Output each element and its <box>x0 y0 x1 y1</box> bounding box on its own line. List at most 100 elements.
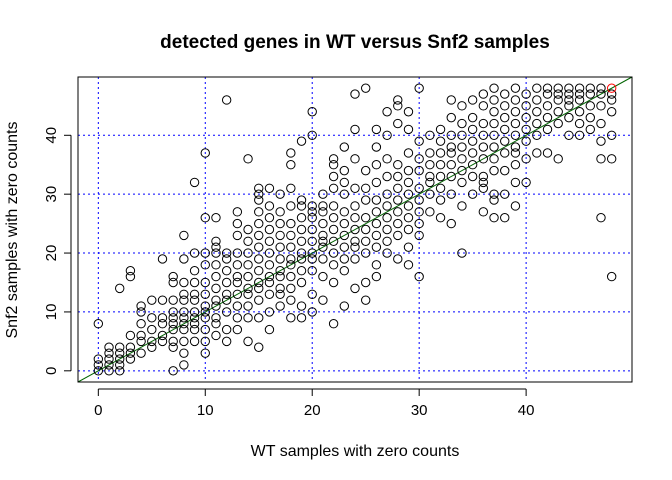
data-point <box>254 254 264 264</box>
data-point <box>243 260 253 270</box>
data-point <box>489 130 499 140</box>
data-point <box>403 177 414 188</box>
data-point <box>510 83 521 93</box>
data-point <box>382 236 392 246</box>
data-point <box>350 89 360 99</box>
data-point <box>360 295 371 305</box>
data-point <box>328 277 339 288</box>
data-point <box>574 95 585 105</box>
data-point <box>467 148 478 158</box>
data-point <box>510 95 521 105</box>
data-point <box>457 101 467 111</box>
plot-frame <box>77 76 633 383</box>
data-point <box>457 154 467 164</box>
data-point <box>500 136 510 146</box>
data-point <box>147 336 157 347</box>
data-point <box>360 277 371 288</box>
data-point <box>318 295 328 305</box>
data-point <box>264 260 275 270</box>
data-point <box>232 289 243 299</box>
data-point <box>296 248 307 258</box>
data-point <box>307 236 317 246</box>
data-point <box>435 124 446 135</box>
data-point <box>564 112 574 123</box>
data-point <box>318 242 328 252</box>
data-point <box>564 101 574 111</box>
data-point <box>115 360 125 370</box>
data-point <box>542 148 553 158</box>
data-point <box>489 195 499 205</box>
data-point <box>136 348 146 358</box>
data-point <box>179 360 189 370</box>
data-point <box>393 230 403 241</box>
data-point <box>168 342 178 352</box>
data-point <box>179 313 189 323</box>
data-point <box>221 324 232 335</box>
data-point <box>275 189 285 199</box>
data-point <box>489 154 499 164</box>
data-point <box>318 254 328 264</box>
data-point <box>574 83 585 93</box>
data-point <box>414 83 424 93</box>
data-point <box>189 177 200 188</box>
data-point <box>254 218 264 229</box>
data-point <box>307 207 317 217</box>
data-point <box>371 195 382 205</box>
data-point <box>328 319 339 329</box>
data-point <box>382 213 392 223</box>
data-point <box>489 142 499 152</box>
data-point <box>350 213 360 223</box>
data-point <box>211 260 221 270</box>
data-point <box>382 248 392 258</box>
data-point <box>307 224 317 235</box>
data-point <box>478 101 489 111</box>
data-point <box>264 307 275 317</box>
data-point <box>403 165 414 176</box>
data-point <box>478 177 489 188</box>
data-point <box>371 242 382 252</box>
data-point <box>371 124 382 135</box>
data-point <box>254 230 264 241</box>
data-point <box>360 165 371 176</box>
data-point <box>221 254 232 264</box>
data-point <box>350 283 360 294</box>
data-point <box>606 95 617 105</box>
data-point <box>200 307 210 317</box>
data-point <box>189 324 200 335</box>
data-point <box>211 236 221 246</box>
data-point <box>606 130 617 140</box>
data-point <box>521 177 531 188</box>
data-point <box>211 319 221 329</box>
data-point <box>147 342 157 352</box>
data-point <box>360 83 371 93</box>
data-point <box>532 107 542 117</box>
data-point <box>510 118 521 129</box>
data-point <box>275 218 285 229</box>
data-point <box>254 242 264 252</box>
data-point <box>478 130 489 140</box>
data-point <box>606 89 617 99</box>
data-point <box>564 83 574 93</box>
data-point <box>457 165 467 176</box>
data-point <box>403 242 414 252</box>
data-point <box>371 177 382 188</box>
y-tick-label: 20 <box>43 245 60 262</box>
data-point <box>596 118 606 129</box>
data-point <box>211 301 221 311</box>
data-point <box>147 324 157 335</box>
data-point <box>179 348 189 358</box>
data-point <box>264 236 275 246</box>
data-point <box>339 165 350 176</box>
data-point <box>478 118 489 129</box>
data-point <box>339 230 350 241</box>
data-point <box>328 213 339 223</box>
data-point <box>574 118 585 129</box>
data-point <box>467 189 478 199</box>
data-point <box>382 154 392 164</box>
data-point <box>596 83 606 93</box>
data-point <box>189 277 200 288</box>
data-point <box>211 330 221 341</box>
data-point <box>221 266 232 276</box>
data-point <box>532 118 542 129</box>
data-point <box>296 301 307 311</box>
